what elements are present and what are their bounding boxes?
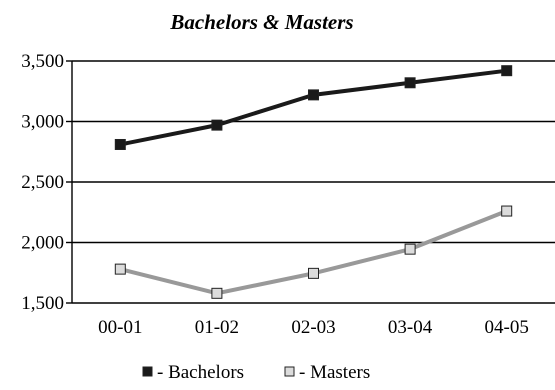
x-axis-ticks: 00-01 01-02 02-03 03-04 04-05 — [98, 317, 529, 338]
data-point — [308, 89, 319, 101]
y-tick-label: 3,000 — [21, 112, 64, 133]
legend-marker — [284, 366, 295, 377]
series-layer — [114, 65, 513, 299]
series-line — [119, 209, 508, 296]
x-tick-label: 04-05 — [485, 317, 529, 338]
y-tick-label: 1,500 — [21, 293, 64, 314]
y-axis-ticks: 1,500 2,000 2,500 3,000 3,500 — [21, 51, 72, 314]
x-tick-label: 01-02 — [195, 317, 239, 338]
data-point — [404, 77, 416, 89]
x-tick-label: 03-04 — [388, 317, 433, 338]
data-point — [211, 287, 223, 299]
data-point — [404, 243, 416, 255]
x-tick-label: 02-03 — [291, 317, 335, 338]
series-bachelors — [114, 65, 513, 150]
y-tick-label: 2,000 — [21, 233, 64, 254]
data-point — [114, 138, 126, 150]
chart-title: Bachelors & Masters — [169, 10, 353, 34]
data-point — [114, 263, 126, 275]
legend: - Bachelors - Masters — [142, 362, 370, 383]
y-tick-label: 2,500 — [21, 172, 64, 193]
legend-label: - Bachelors — [157, 362, 244, 383]
data-point — [211, 119, 223, 131]
series-masters — [114, 205, 513, 299]
gridlines — [72, 60, 555, 244]
x-tick-label: 00-01 — [98, 317, 142, 338]
data-point — [308, 267, 319, 279]
legend-label: - Masters — [299, 362, 370, 383]
y-tick-label: 3,500 — [21, 51, 64, 72]
plot-frame — [71, 61, 555, 304]
data-point — [501, 65, 513, 77]
series-line — [119, 68, 507, 147]
data-point — [501, 205, 513, 217]
legend-marker — [142, 366, 153, 377]
